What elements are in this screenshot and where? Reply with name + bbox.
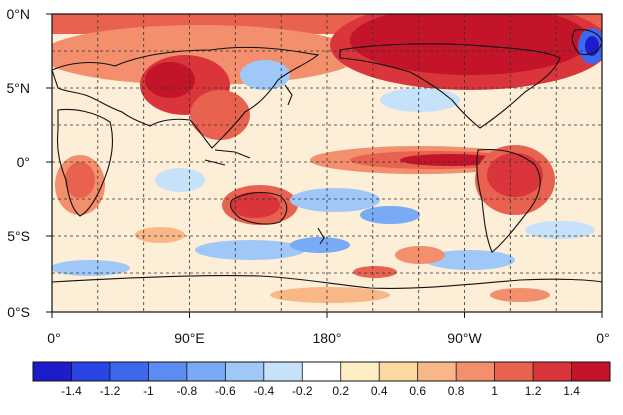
- colorbar-bin-5: [225, 362, 265, 381]
- lat-label-0: 0°N: [7, 6, 31, 22]
- graticule: [52, 14, 602, 312]
- colorbar-frame: [32, 361, 611, 382]
- colorbar-bin-11: [456, 362, 495, 381]
- colorbar-tick-label: 0.2: [332, 384, 349, 398]
- lon-label-3: 90°W: [447, 330, 482, 346]
- longitude-labels: 0° 90°E 180° 90°W 0°: [47, 330, 609, 346]
- lon-label-1: 90°E: [174, 330, 205, 346]
- lat-label-3: 5°S: [7, 228, 30, 244]
- colorbar-bin-1: [71, 362, 111, 381]
- colorbar-tick-label: 0.6: [409, 384, 426, 398]
- colorbar-bin-7: [302, 362, 342, 381]
- colorbar-tick-label: 1: [491, 384, 498, 398]
- lat-label-2: 0°: [17, 154, 30, 170]
- colorbar-tick-label: -1: [143, 384, 154, 398]
- anomaly-field: [52, 14, 602, 303]
- colorbar-bin-6: [263, 362, 303, 381]
- colorbar-bin-3: [148, 362, 188, 381]
- lon-label-0: 0°: [47, 330, 60, 346]
- colorbar-tick-label: -0.2: [292, 384, 313, 398]
- colorbar-bin-0: [33, 362, 72, 381]
- lat-label-1: 5°N: [7, 80, 31, 96]
- lat-label-4: 0°S: [7, 304, 30, 320]
- colorbar-bin-8: [340, 362, 380, 381]
- colorbar-bin-10: [417, 362, 457, 381]
- colorbar-bin-2: [109, 362, 149, 381]
- colorbar-tick-label: -0.4: [253, 384, 274, 398]
- axis-ticks: [46, 13, 603, 318]
- lon-label-2: 180°: [313, 330, 342, 346]
- colorbar-tick-label: 0.8: [448, 384, 465, 398]
- colorbar-tick-label: -0.6: [215, 384, 236, 398]
- colorbar-tick-label: -0.8: [177, 384, 198, 398]
- colorbar-bin-4: [186, 362, 226, 381]
- colorbar-bin-12: [494, 362, 534, 381]
- map-panel: [52, 14, 602, 312]
- colorbar-bin-13: [533, 362, 572, 381]
- colorbar-tick-label: -1.4: [61, 384, 82, 398]
- colorbar-tick-label: 0.4: [371, 384, 388, 398]
- latitude-labels: 0°N 5°N 0° 5°S 0°S: [7, 6, 31, 320]
- lon-label-4: 0°: [596, 330, 609, 346]
- colorbar-tick-label: -1.2: [100, 384, 121, 398]
- colorbar: -1.4 -1.2 -1 -0.8 -0.6 -0.4 -0.2 0.2 0.4 0.6 0.8 1 1…: [32, 361, 611, 398]
- coastlines: [52, 29, 602, 289]
- colorbar-tick-label: 1.2: [525, 384, 542, 398]
- colorbar-bin-14: [571, 362, 611, 381]
- colorbar-bin-9: [379, 362, 418, 381]
- colorbar-tick-label: 1.4: [563, 384, 580, 398]
